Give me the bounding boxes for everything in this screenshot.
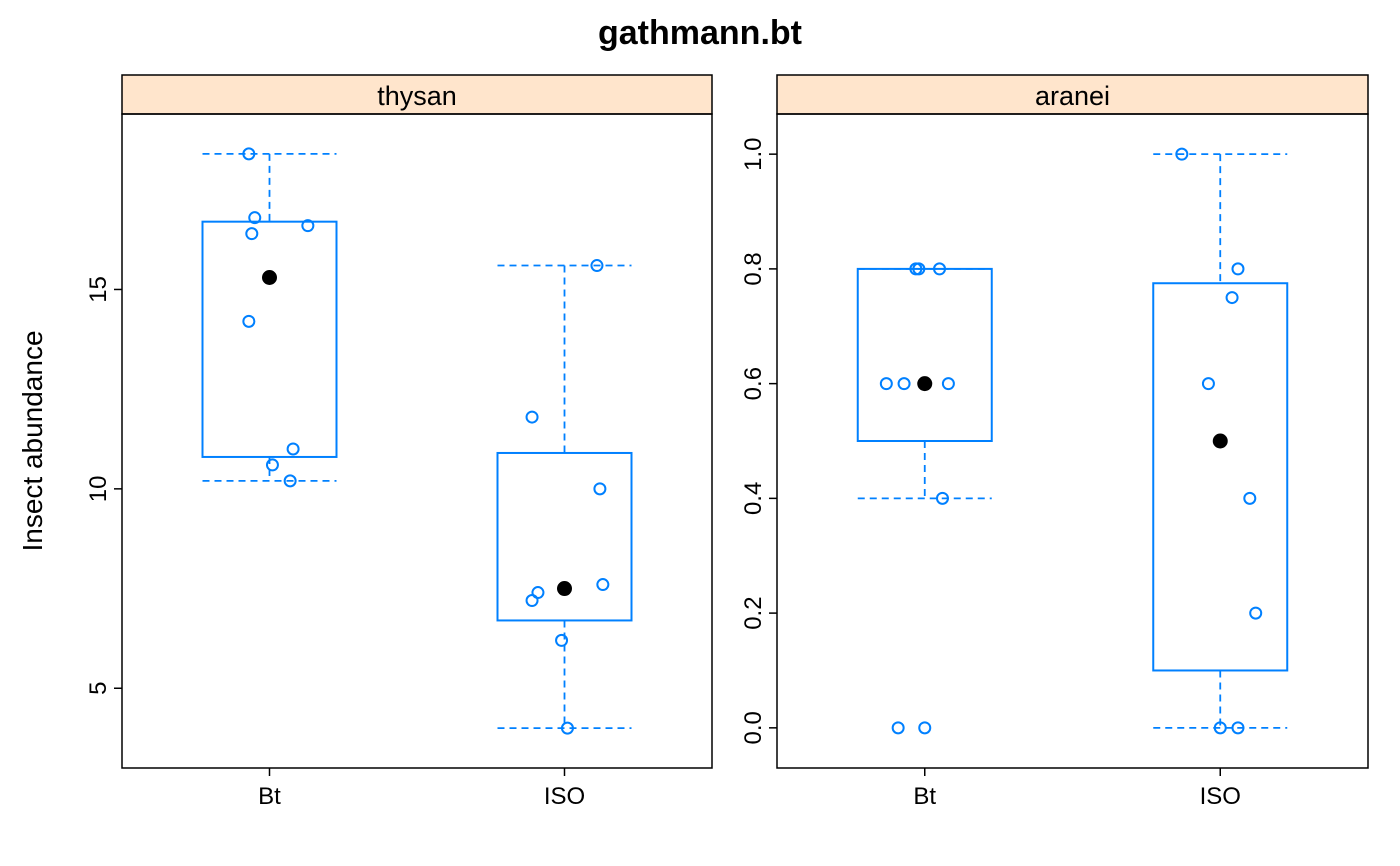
strip-label-aranei: aranei [1035,81,1110,111]
y-axis-label: Insect abundance [17,330,48,551]
data-point [593,482,607,496]
data-point [525,410,539,424]
y-tick-label: 10 [85,476,112,503]
y-tick-label: 0.4 [740,482,767,515]
median-dot [557,581,572,597]
iqr-box [201,220,338,458]
data-point [596,578,610,592]
data-point [286,442,300,456]
x-tick-label: ISO [1200,783,1241,810]
data-point [1201,377,1215,391]
y-tick-label: 15 [85,276,112,303]
box-aranei-ISO [1152,153,1289,729]
data-point [1231,721,1245,735]
data-point [891,721,905,735]
x-tick-label: Bt [913,783,936,810]
data-point [265,458,279,472]
data-point [935,491,949,505]
y-tick-label: 5 [85,682,112,695]
data-point [941,377,955,391]
data-point [933,262,947,276]
panel-thysan: thysan Bt ISO 5 10 15 [85,74,713,810]
data-point [1225,291,1239,305]
data-point [525,594,539,608]
y-tick-label: 1.0 [740,137,767,170]
data-point [248,211,262,225]
y-tick-label: 0.0 [740,711,767,744]
iqr-box [856,267,993,443]
data-point [912,262,926,276]
panel-frame [121,113,713,769]
data-point [560,721,574,735]
median-dot [262,270,277,285]
data-point [1175,147,1189,161]
median-dot [1212,433,1228,449]
data-point [283,474,297,488]
data-point [242,314,256,328]
y-tick-label: 0.6 [740,367,767,400]
x-tick-label: Bt [258,783,281,810]
box-thysan-Bt [201,152,338,482]
strip-label-thysan: thysan [377,81,457,111]
panels-layer: thysan Bt ISO 5 10 15 aranei Bt ISO 0.0 0.2 0.4 0.6 0… [85,74,1369,810]
data-point [245,227,259,241]
x-tick-label: ISO [544,783,585,810]
box-thysan-ISO [496,264,633,730]
data-point [1213,721,1227,735]
strip-aranei [776,74,1369,115]
median-dot [917,376,933,392]
data-point [879,377,893,391]
strip-thysan [121,74,713,115]
data-point [301,219,315,233]
y-tick-label: 0.2 [740,596,767,629]
iqr-box [496,451,633,622]
panel-frame [776,113,1369,769]
iqr-box [1152,282,1289,672]
data-point [590,259,604,273]
data-point [1243,491,1257,505]
data-point [918,721,932,735]
data-point [897,377,911,391]
data-point [1231,262,1245,276]
panel-aranei: aranei Bt ISO 0.0 0.2 0.4 0.6 0.8 1.0 [740,74,1369,810]
data-point [1249,606,1263,620]
chart-title: gathmann.bt [598,14,802,52]
data-point [242,147,256,161]
data-point [555,633,569,647]
y-tick-label: 0.8 [740,252,767,285]
